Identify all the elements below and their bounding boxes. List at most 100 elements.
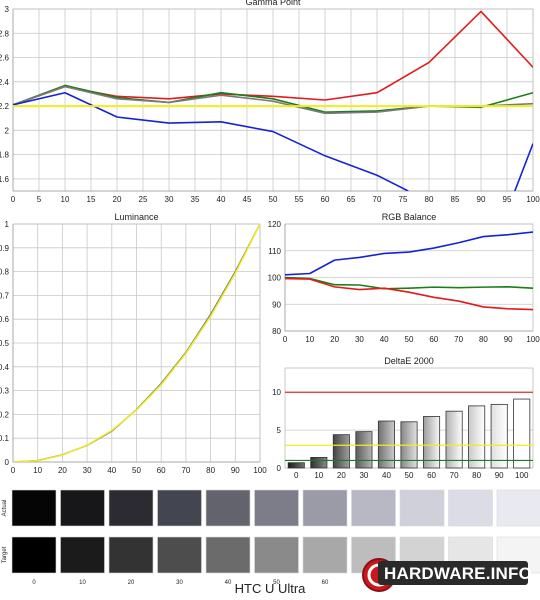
y-tick-label: 5: [277, 426, 282, 435]
x-tick-label: 95: [503, 195, 512, 204]
x-tick-label: 10: [61, 195, 70, 204]
x-tick-label: 20: [337, 471, 346, 480]
y-tick-label: 110: [268, 247, 281, 256]
swatch-actual: [60, 489, 105, 527]
plot-frame: [12, 8, 534, 192]
swatch-target: [60, 536, 105, 574]
deltae-bar: [287, 462, 305, 469]
x-tick-label: 10: [305, 335, 314, 344]
x-tick-label: 40: [380, 335, 389, 344]
swatch-target: [157, 536, 202, 574]
x-tick-label: 10: [33, 466, 42, 475]
y-tick-label: 80: [272, 327, 281, 336]
y-tick-label: 1.6: [0, 175, 10, 184]
x-tick-label: 45: [243, 195, 252, 204]
swatch-level-label: 0: [32, 580, 36, 586]
y-tick-label: 100: [268, 274, 282, 283]
x-tick-label: 60: [321, 195, 330, 204]
swatch-target: [302, 536, 348, 574]
x-tick-label: 30: [83, 466, 92, 475]
chart-title: Luminance: [114, 212, 158, 222]
swatch-target: [205, 536, 251, 574]
swatch-target: [108, 536, 154, 574]
y-tick-label: 0.7: [0, 291, 10, 300]
series-line-blue: [285, 231, 533, 276]
y-tick-label: 120: [268, 220, 282, 229]
chart-title: DeltaE 2000: [384, 356, 434, 366]
swatch-level-label: 10: [79, 580, 86, 586]
x-tick-label: 60: [429, 335, 438, 344]
swatch-actual: [448, 489, 493, 527]
x-tick-label: 80: [479, 335, 488, 344]
x-tick-label: 60: [427, 471, 436, 480]
x-tick-label: 100: [253, 466, 267, 475]
x-tick-label: 100: [526, 195, 540, 204]
x-tick-label: 0: [294, 471, 299, 480]
swatch-level-label: 20: [128, 580, 135, 586]
swatch-target: [254, 536, 299, 574]
swatch-target: [11, 536, 57, 574]
y-tick-label: 0.4: [0, 363, 10, 372]
y-tick-label: 0.6: [0, 315, 10, 324]
x-tick-label: 25: [139, 195, 148, 204]
x-tick-label: 50: [269, 195, 278, 204]
x-tick-label: 100: [515, 471, 529, 480]
x-tick-label: 60: [157, 466, 166, 475]
y-tick-label: 10: [272, 388, 281, 397]
series-line-yellow: [13, 224, 260, 462]
swatch-level-label: 40: [225, 580, 232, 586]
y-tick-label: 2.4: [0, 78, 10, 87]
y-tick-label: 0.9: [0, 244, 10, 253]
x-tick-label: 40: [217, 195, 226, 204]
y-tick-label: 1: [5, 220, 10, 229]
y-tick-label: 2.6: [0, 54, 10, 63]
y-tick-label: 3: [5, 5, 10, 14]
x-tick-label: 15: [87, 195, 96, 204]
x-tick-label: 85: [451, 195, 460, 204]
x-tick-label: 50: [405, 335, 414, 344]
y-tick-label: 1.8: [0, 151, 10, 160]
x-tick-label: 80: [472, 471, 481, 480]
x-tick-label: 65: [347, 195, 356, 204]
y-tick-label: 2.2: [0, 102, 10, 111]
y-tick-label: 90: [272, 300, 281, 309]
y-tick-label: 0.1: [0, 434, 10, 443]
series-line-blue: [514, 143, 533, 191]
y-tick-label: 0.2: [0, 410, 10, 419]
x-tick-label: 0: [283, 335, 288, 344]
x-tick-label: 0: [11, 466, 16, 475]
watermark-logo: HARDWARE.INFO: [360, 556, 532, 594]
swatch-row-label: Target: [2, 546, 8, 563]
x-tick-label: 75: [399, 195, 408, 204]
x-tick-label: 10: [314, 471, 323, 480]
swatch-level-label: 50: [273, 580, 280, 586]
x-tick-label: 80: [206, 466, 215, 475]
x-tick-label: 80: [425, 195, 434, 204]
x-tick-label: 40: [107, 466, 116, 475]
x-tick-label: 70: [181, 466, 190, 475]
device-name: HTC U Ultra: [234, 581, 306, 596]
x-tick-label: 90: [231, 466, 240, 475]
x-tick-label: 55: [295, 195, 304, 204]
swatch-actual: [302, 489, 348, 527]
x-tick-label: 70: [454, 335, 463, 344]
swatch-row-label: Actual: [2, 500, 8, 517]
brand-label: HARDWARE.INFO: [384, 564, 532, 583]
swatch-actual: [254, 489, 299, 527]
deltae-bar: [310, 456, 328, 469]
x-tick-label: 20: [58, 466, 67, 475]
x-tick-label: 90: [504, 335, 513, 344]
swatch-level-label: 60: [322, 580, 329, 586]
x-tick-label: 40: [382, 471, 391, 480]
x-tick-label: 50: [405, 471, 414, 480]
x-tick-label: 35: [191, 195, 200, 204]
y-tick-label: 0: [5, 458, 10, 467]
deltae-bar: [355, 431, 373, 469]
y-tick-label: 0.5: [0, 339, 10, 348]
deltae-bar: [513, 398, 531, 469]
x-tick-label: 70: [373, 195, 382, 204]
swatch-actual: [108, 489, 154, 527]
